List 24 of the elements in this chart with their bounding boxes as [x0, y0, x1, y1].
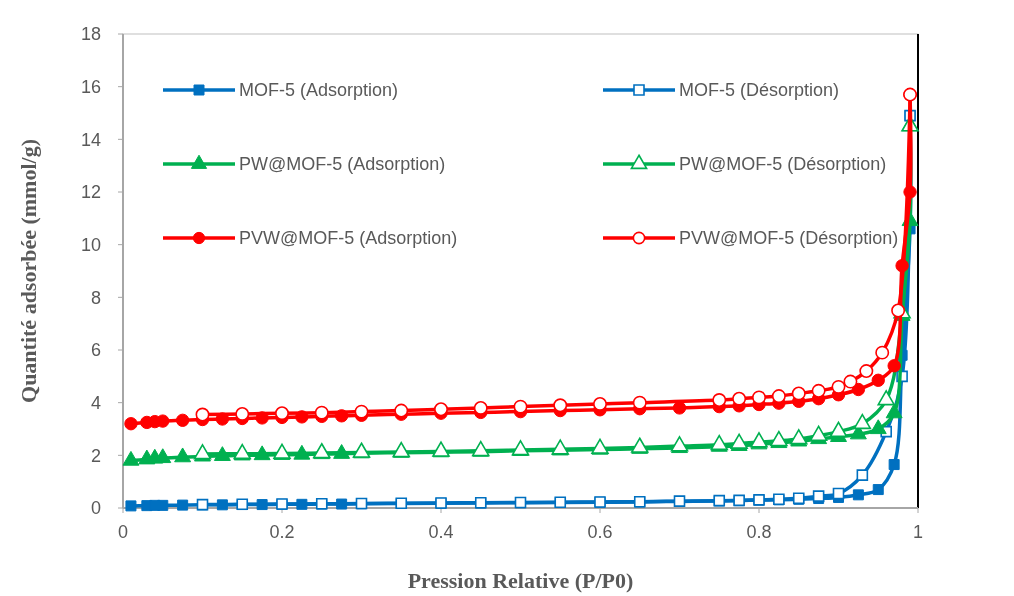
legend-label: MOF-5 (Adsorption): [239, 80, 399, 101]
y-tick-label: 12: [80, 182, 101, 203]
y-tick-label: 8: [90, 287, 101, 308]
legend-label: MOF-5 (Désorption): [679, 80, 840, 101]
y-tick-label: 18: [80, 24, 101, 45]
y-tick-label: 14: [80, 129, 101, 150]
y-tick-label: 2: [90, 445, 101, 466]
legend-label: PW@MOF-5 (Adsorption): [239, 154, 446, 175]
x-tick-label: 0: [117, 522, 129, 542]
x-tick-label: 0.4: [428, 522, 454, 542]
legend-label: PW@MOF-5 (Désorption): [679, 154, 887, 175]
x-tick-label: 0.2: [269, 522, 295, 542]
y-tick-label: 0: [90, 498, 101, 519]
y-axis-title: Quantité adsorbée (mmol/g): [16, 139, 41, 403]
x-tick-label: 1: [912, 522, 924, 542]
y-tick-label: 10: [80, 234, 101, 255]
x-tick-label: 0.8: [746, 522, 772, 542]
x-tick-label: 0.6: [587, 522, 613, 542]
y-tick-label: 16: [80, 76, 101, 97]
y-tick-label: 6: [90, 340, 101, 361]
x-axis-title: Pression Relative (P/P0): [407, 568, 634, 593]
y-tick-label: 4: [90, 392, 101, 413]
legend-label: PVW@MOF-5 (Désorption): [679, 228, 899, 249]
legend-label: PVW@MOF-5 (Adsorption): [239, 228, 458, 249]
